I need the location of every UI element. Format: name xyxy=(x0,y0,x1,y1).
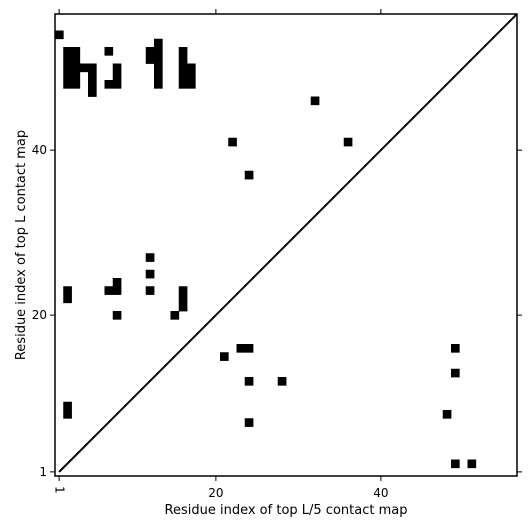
contact-cell-lower xyxy=(112,286,122,295)
x-axis-label: Residue index of top L/5 contact map xyxy=(165,503,408,518)
contact-cell-upper xyxy=(178,80,188,89)
contact-cell-upper xyxy=(79,63,89,73)
y-tick-label: 40 xyxy=(32,143,47,157)
x-tick-label: 1 xyxy=(53,486,67,494)
contact-cell-lower xyxy=(244,418,254,427)
contact-cell-lower xyxy=(244,344,254,353)
contact-cell-upper xyxy=(63,63,72,73)
contact-cell-lower xyxy=(112,278,122,287)
contact-cell-upper xyxy=(178,47,188,56)
contact-cell-upper xyxy=(88,63,97,73)
contact-cell-upper xyxy=(244,170,254,180)
contact-cell-upper xyxy=(310,96,320,106)
contact-cell-upper xyxy=(154,55,163,64)
contact-cell-upper xyxy=(178,63,188,73)
contact-cell-upper xyxy=(187,80,196,89)
contact-cell-lower xyxy=(63,410,72,419)
contact-cell-upper xyxy=(112,71,122,81)
contact-cell-lower xyxy=(236,344,246,353)
contact-cell-lower xyxy=(63,401,72,411)
x-tick-label: 20 xyxy=(208,486,223,500)
contact-cell-lower xyxy=(63,286,72,295)
contact-cell-upper xyxy=(178,55,188,64)
y-tick-label: 20 xyxy=(32,308,47,322)
contact-cell-upper xyxy=(154,63,163,73)
contact-cell-upper xyxy=(178,71,188,81)
contact-cell-upper xyxy=(187,71,196,81)
contact-cell-upper xyxy=(104,80,114,89)
contact-cell-upper xyxy=(154,47,163,56)
contact-cell-upper xyxy=(55,30,64,40)
contact-cell-upper xyxy=(71,63,81,73)
contact-cell-lower xyxy=(145,253,155,262)
contact-cell-upper xyxy=(187,63,196,73)
contact-cell-lower xyxy=(451,344,460,353)
contact-cell-lower xyxy=(451,368,460,378)
contact-cell-upper xyxy=(343,137,353,147)
contact-cell-upper xyxy=(154,38,163,48)
contact-cell-upper xyxy=(63,71,72,81)
contact-cell-upper xyxy=(71,47,81,56)
contact-cell-lower xyxy=(277,377,287,386)
contact-cell-upper xyxy=(112,80,122,89)
contact-cell-upper xyxy=(154,71,163,81)
contact-cell-upper xyxy=(112,63,122,73)
y-tick-label: 1 xyxy=(39,465,47,479)
contact-cell-upper xyxy=(71,55,81,64)
contact-cell-upper xyxy=(88,88,97,97)
contact-cell-lower xyxy=(63,294,72,304)
axis-ticks: 1 20 40 1 20 40 xyxy=(32,9,522,500)
plot-frame xyxy=(54,13,518,477)
contact-cell-upper xyxy=(71,80,81,89)
diagonal-line xyxy=(58,13,518,473)
contact-cell-upper xyxy=(228,137,237,147)
contact-cell-upper xyxy=(154,80,163,89)
contact-cell-lower xyxy=(104,286,114,295)
contact-cell-upper xyxy=(63,80,72,89)
contact-cell-lower xyxy=(451,459,460,469)
contact-cell-lower xyxy=(178,294,188,304)
contact-cell-upper xyxy=(88,80,97,89)
contact-cell-lower xyxy=(170,311,180,320)
contact-cell-lower xyxy=(145,286,155,295)
contact-cell-upper xyxy=(104,47,114,56)
contact-cell-lower xyxy=(220,352,229,361)
contact-cell-lower xyxy=(442,410,452,419)
contact-cell-lower xyxy=(244,377,254,386)
contact-cell-lower xyxy=(112,311,122,320)
contact-cell-upper xyxy=(63,47,72,56)
contact-cell-upper xyxy=(63,55,72,64)
contact-cell-upper xyxy=(88,71,97,81)
contact-cell-lower xyxy=(178,286,188,295)
contact-cell-upper xyxy=(71,71,81,81)
contact-cell-lower xyxy=(145,269,155,279)
contact-cell-upper xyxy=(145,47,155,56)
contact-cell-upper xyxy=(145,55,155,64)
contact-cells xyxy=(55,30,477,469)
x-tick-label: 40 xyxy=(373,486,388,500)
contact-cell-lower xyxy=(178,302,188,312)
contact-cell-lower xyxy=(467,459,477,469)
y-axis-label: Residue index of top L contact map xyxy=(14,130,29,360)
